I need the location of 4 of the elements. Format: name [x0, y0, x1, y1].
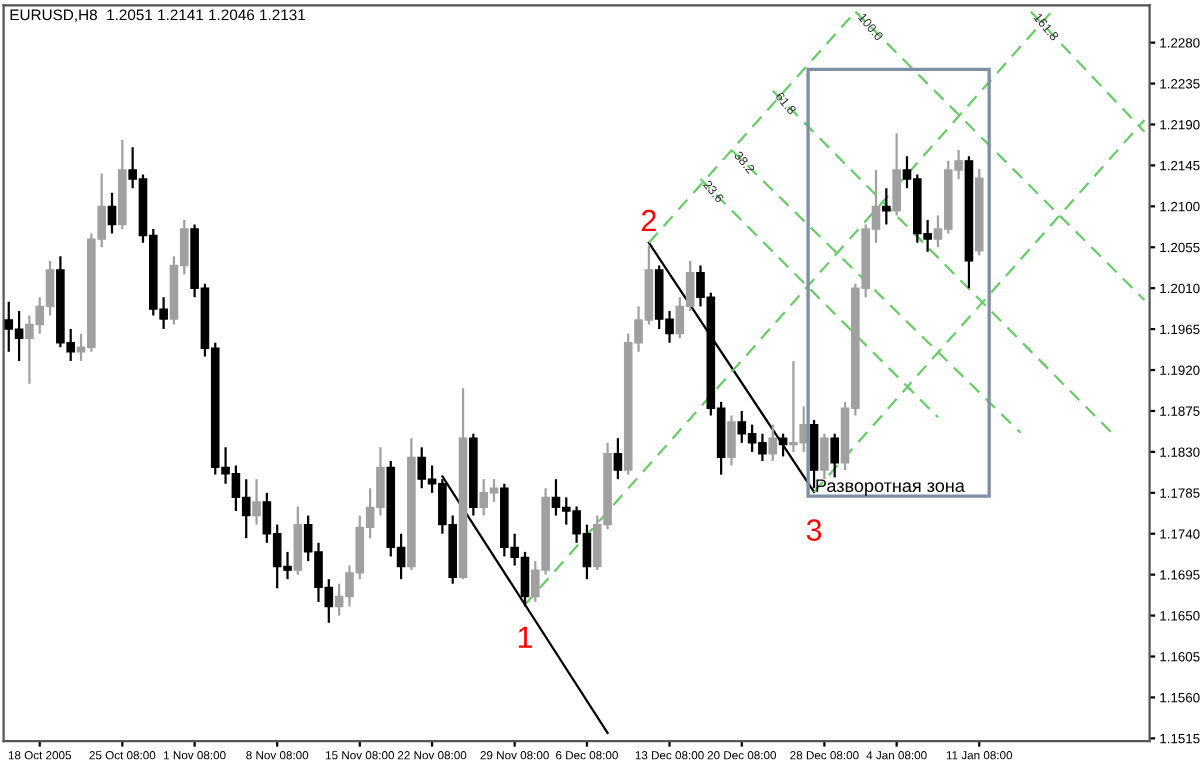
annotation: 1 [518, 626, 532, 648]
annotation: 3 [806, 519, 822, 541]
annotation: 2 [641, 209, 656, 232]
annotation: Разворотная зона [816, 479, 965, 496]
